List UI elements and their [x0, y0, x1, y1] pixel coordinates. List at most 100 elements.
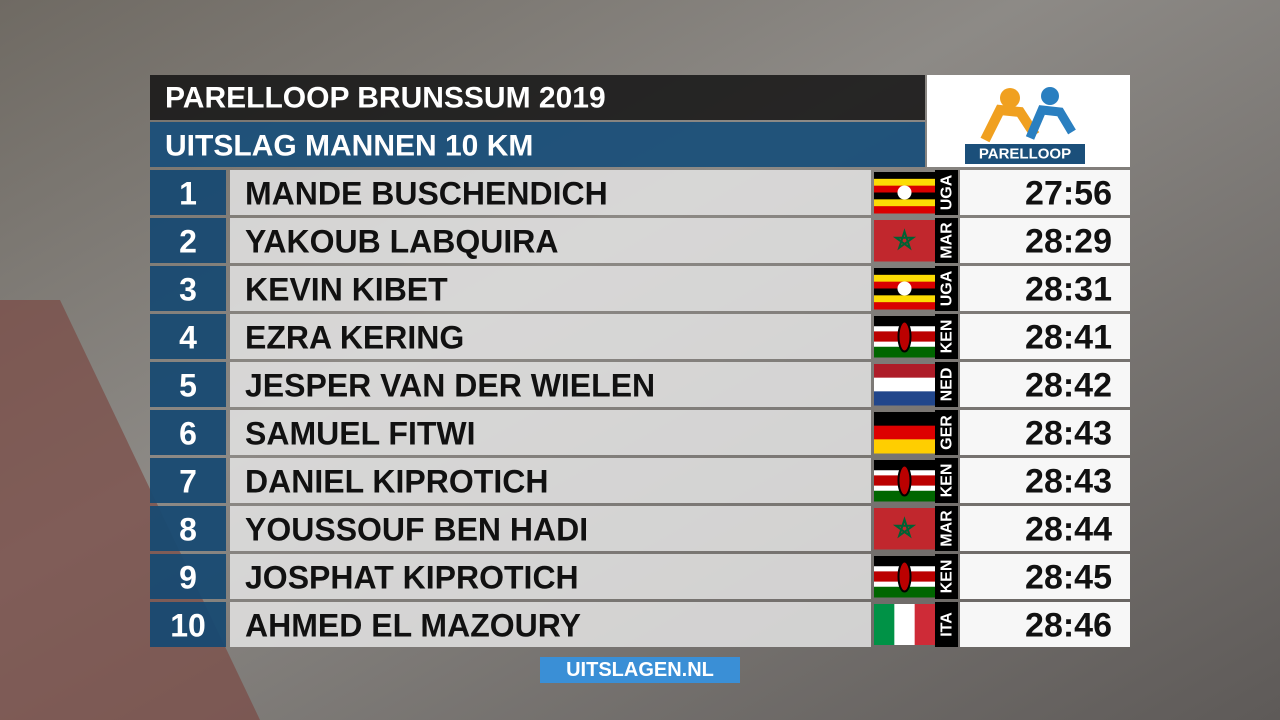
- rank: 1: [179, 176, 197, 212]
- rank-cell: [150, 218, 226, 263]
- flag-emblem: [897, 320, 912, 353]
- result-row: 3 KEVIN KIBET UGA 28:31: [150, 266, 1130, 311]
- time-cell: [960, 410, 1130, 455]
- athlete-name: DANIEL KIPROTICH: [245, 464, 548, 500]
- name-cell: [230, 410, 871, 455]
- rank: 5: [179, 368, 197, 404]
- result-row: 1 MANDE BUSCHENDICH UGA 27:56: [150, 170, 1130, 215]
- rank: 2: [179, 224, 197, 260]
- flag-stripe: [874, 425, 935, 440]
- country-cell: [935, 410, 958, 455]
- rank-cell: [150, 410, 226, 455]
- country-cell: [935, 266, 958, 311]
- athlete-name: AHMED EL MAZOURY: [245, 608, 581, 644]
- country-cell: [935, 506, 958, 551]
- rank: 4: [179, 320, 197, 356]
- rank-cell: [150, 458, 226, 503]
- rank-cell: [150, 506, 226, 551]
- results-table: 1 MANDE BUSCHENDICH UGA 27:56 2 YAKOUB LABQUI…: [150, 170, 1130, 647]
- flag-emblem: [897, 281, 912, 296]
- name-cell: [230, 170, 871, 215]
- title-bar: [150, 75, 925, 120]
- flag-stripe: [874, 508, 935, 550]
- time-cell: [960, 314, 1130, 359]
- rank: 10: [170, 608, 206, 644]
- country-code: MAR: [939, 222, 956, 259]
- logo-runner: [1041, 87, 1059, 105]
- logo-label-bg: [965, 144, 1085, 164]
- country-code: ITA: [939, 612, 956, 637]
- rank: 9: [179, 560, 197, 596]
- country-cell: [935, 458, 958, 503]
- country-code: KEN: [939, 320, 956, 354]
- country-code: KEN: [939, 464, 956, 498]
- flag-stripe: [874, 412, 935, 427]
- rank: 6: [179, 416, 197, 452]
- flag-stripe: [874, 295, 935, 303]
- finish-time: 28:43: [1025, 415, 1112, 453]
- result-row: 10 AHMED EL MAZOURY ITA 28:46: [150, 602, 1130, 647]
- footer-text: UITSLAGEN.NL: [566, 659, 714, 681]
- result-row: 4 EZRA KERING KEN 28:41: [150, 314, 1130, 359]
- country-cell: [935, 170, 958, 215]
- finish-time: 28:41: [1025, 319, 1112, 357]
- rank: 8: [179, 512, 197, 548]
- result-row: 9 JOSPHAT KIPROTICH KEN 28:45: [150, 554, 1130, 599]
- finish-time: 28:44: [1025, 511, 1112, 549]
- flag-stripe: [874, 439, 935, 454]
- country-cell: [935, 362, 958, 407]
- country-cell: [935, 602, 958, 647]
- time-cell: [960, 458, 1130, 503]
- subtitle-bar: [150, 122, 925, 167]
- result-row: 8 YOUSSOUF BEN HADI MAR 28:44: [150, 506, 1130, 551]
- flag-stripe: [874, 178, 935, 187]
- athlete-name: JESPER VAN DER WIELEN: [245, 368, 655, 404]
- time-cell: [960, 218, 1130, 263]
- country-code: GER: [939, 415, 956, 450]
- rank: 3: [179, 272, 197, 308]
- name-cell: [230, 506, 871, 551]
- flag-stripe: [874, 591, 935, 598]
- athlete-name: KEVIN KIBET: [245, 272, 448, 308]
- rank-cell: [150, 362, 226, 407]
- time-cell: [960, 362, 1130, 407]
- subtitle: UITSLAG MANNEN 10 KM: [165, 130, 533, 163]
- flag-emblem: [892, 516, 917, 539]
- rank-cell: [150, 266, 226, 311]
- finish-time: 28:45: [1025, 559, 1112, 597]
- athlete-name: JOSPHAT KIPROTICH: [245, 560, 579, 596]
- flag-stripe: [874, 460, 935, 466]
- flag-stripe: [874, 172, 935, 180]
- result-row: 7 DANIEL KIPROTICH KEN 28:43: [150, 458, 1130, 503]
- rank-cell: [150, 554, 226, 599]
- finish-time: 28:31: [1025, 271, 1112, 309]
- athlete-name: MANDE BUSCHENDICH: [245, 176, 608, 212]
- finish-time: 28:46: [1025, 607, 1112, 645]
- finish-time: 28:42: [1025, 367, 1112, 405]
- flag-stripe: [874, 316, 935, 322]
- flag-emblem: [897, 464, 912, 497]
- name-cell: [230, 554, 871, 599]
- logo-runner: [1025, 105, 1076, 140]
- country-code: UGA: [939, 270, 956, 306]
- time-cell: [960, 602, 1130, 647]
- athlete-name: YAKOUB LABQUIRA: [245, 224, 559, 260]
- flag-stripe: [874, 268, 935, 276]
- rank-cell: [150, 314, 226, 359]
- flag-stripe: [874, 199, 935, 207]
- country-code: UGA: [939, 174, 956, 210]
- flag-stripe: [874, 206, 935, 214]
- rank: 7: [179, 464, 197, 500]
- name-cell: [230, 602, 871, 647]
- name-cell: [230, 218, 871, 263]
- logo-text: PARELLOOP: [979, 146, 1071, 163]
- result-row: 6 SAMUEL FITWI GER 28:43: [150, 410, 1130, 455]
- flag-stripe: [874, 391, 935, 406]
- flag-stripe: [874, 220, 935, 262]
- name-cell: [230, 266, 871, 311]
- athlete-name: EZRA KERING: [245, 320, 464, 356]
- country-cell: [935, 554, 958, 599]
- rank-cell: [150, 170, 226, 215]
- athlete-name: YOUSSOUF BEN HADI: [245, 512, 588, 548]
